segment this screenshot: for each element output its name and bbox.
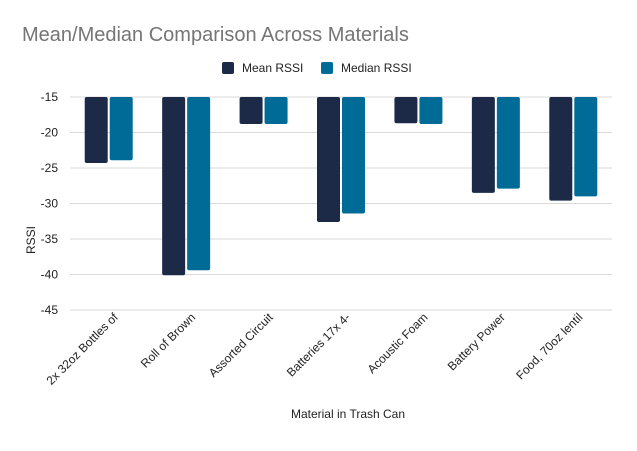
y-tick-label: -40 (41, 268, 59, 282)
bars (84, 97, 598, 276)
x-category-label: Acoustic Foam (365, 310, 431, 376)
chart-title: Mean/Median Comparison Across Materials (22, 24, 409, 46)
y-tick-label: -15 (41, 90, 59, 104)
bar-mean-rssi (549, 97, 573, 201)
bar-mean-rssi (471, 97, 495, 193)
bar-median-rssi (574, 97, 598, 197)
bar-median-rssi (496, 97, 520, 189)
y-axis-ticks: -15 -20 -25 -30 -35 -40 -45 (41, 90, 59, 317)
x-category-label: Battery Power (445, 310, 508, 373)
x-category-label: Batteries 17x 4- (284, 310, 353, 379)
y-axis-label: RSSI (24, 226, 38, 254)
x-category-label: Assorted Circuit (206, 310, 276, 380)
bar-mean-rssi (394, 97, 418, 124)
legend-label: Mean RSSI (242, 61, 303, 75)
gridlines (70, 96, 612, 311)
bar-median-rssi (419, 97, 443, 124)
x-category-label: Food, 70oz lentil (513, 310, 585, 382)
legend-swatch (222, 62, 234, 74)
bar-median-rssi (187, 97, 211, 271)
legend-swatch (321, 62, 333, 74)
y-tick-label: -30 (41, 197, 59, 211)
y-tick-label: -20 (41, 126, 59, 140)
x-axis-categories: 2x 32oz Bottles of Roll of Brown Assorted … (43, 310, 585, 388)
bar-mean-rssi (317, 97, 340, 222)
bar-median-rssi (109, 97, 133, 161)
legend-label: Median RSSI (341, 61, 412, 75)
legend: Mean RSSI Median RSSI (222, 61, 412, 75)
y-tick-label: -35 (41, 232, 59, 246)
bar-median-rssi (264, 97, 288, 124)
bar-mean-rssi (162, 97, 186, 276)
x-axis-label: Material in Trash Can (291, 407, 405, 421)
bar-median-rssi (342, 97, 365, 214)
y-tick-label: -45 (41, 303, 59, 317)
y-tick-label: -25 (41, 161, 59, 175)
bar-mean-rssi (239, 97, 263, 124)
x-category-label: 2x 32oz Bottles of (43, 310, 121, 388)
x-category-label: Roll of Brown (138, 310, 198, 370)
bar-mean-rssi (84, 97, 108, 164)
